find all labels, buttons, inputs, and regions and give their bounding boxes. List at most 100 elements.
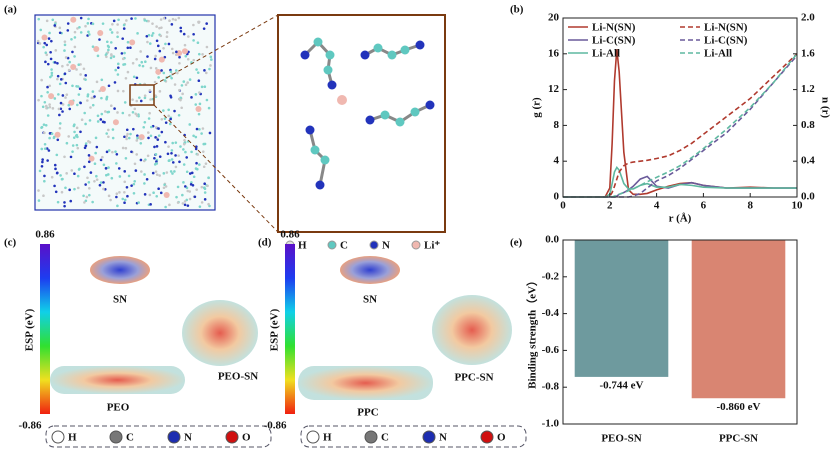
atom xyxy=(77,63,81,66)
atom xyxy=(87,154,91,157)
atom xyxy=(127,136,131,140)
atom xyxy=(149,134,153,138)
atom xyxy=(139,137,142,141)
atom xyxy=(50,39,53,43)
legend-swatch xyxy=(225,430,239,444)
atom xyxy=(118,191,121,194)
legend-label: N xyxy=(184,432,192,444)
atom xyxy=(160,26,163,29)
atom xyxy=(137,201,140,204)
atom xyxy=(136,136,139,140)
atom xyxy=(49,57,53,61)
atom xyxy=(170,149,174,152)
atom xyxy=(78,25,81,29)
atom xyxy=(171,17,175,21)
atom xyxy=(190,150,193,154)
atom xyxy=(127,174,131,178)
atom xyxy=(190,171,194,175)
atom xyxy=(121,111,125,115)
atom xyxy=(104,167,108,170)
atom xyxy=(37,98,40,102)
atom xyxy=(204,71,208,75)
atom xyxy=(128,113,131,117)
atom xyxy=(323,65,333,75)
atom xyxy=(129,132,132,136)
atom xyxy=(48,84,52,88)
atom xyxy=(64,81,68,85)
atom xyxy=(53,97,57,100)
atom xyxy=(207,202,210,206)
atom xyxy=(126,132,129,136)
atom xyxy=(171,161,175,164)
atom xyxy=(68,60,71,64)
atom xyxy=(110,176,114,180)
atom xyxy=(40,78,43,82)
atom xyxy=(176,201,180,204)
atom xyxy=(112,55,116,58)
atom xyxy=(148,89,152,92)
atom xyxy=(175,195,178,199)
atom xyxy=(133,162,137,166)
y2-tick-label: 0.4 xyxy=(801,155,815,167)
atom xyxy=(147,117,151,120)
atom xyxy=(70,37,73,41)
atom xyxy=(186,81,189,84)
legend-label: N xyxy=(382,240,390,252)
colorbar-label: ESP (eV) xyxy=(24,308,36,351)
atom xyxy=(86,99,89,102)
atom xyxy=(43,100,47,104)
atom xyxy=(143,193,147,196)
panel-label: (e) xyxy=(510,237,523,249)
atom xyxy=(76,85,80,88)
atom xyxy=(98,183,102,187)
atom xyxy=(186,57,190,61)
atom xyxy=(174,165,178,169)
atom xyxy=(135,114,139,117)
atom xyxy=(198,102,202,106)
atom xyxy=(135,153,139,156)
atom xyxy=(84,144,88,148)
atom xyxy=(94,151,97,155)
atom xyxy=(84,183,87,186)
atom xyxy=(170,47,174,51)
colorbar xyxy=(285,244,295,414)
atom xyxy=(181,48,188,55)
atom xyxy=(160,69,163,72)
panel-label: (b) xyxy=(510,4,524,16)
atom xyxy=(182,32,186,36)
atom xyxy=(170,23,174,26)
atom xyxy=(149,98,152,101)
atom xyxy=(91,45,95,48)
atom xyxy=(205,45,209,49)
atom xyxy=(192,32,195,36)
atom xyxy=(164,205,167,209)
atom xyxy=(109,104,113,108)
atom xyxy=(105,97,108,101)
y-tick-label: 0.0 xyxy=(545,234,559,246)
atom xyxy=(89,171,93,174)
atom xyxy=(183,200,187,203)
atom xyxy=(46,62,50,66)
legend-label: C xyxy=(126,432,134,444)
atom xyxy=(150,34,154,37)
atom xyxy=(73,45,77,49)
atom xyxy=(184,54,188,58)
molecule-surface xyxy=(90,256,150,284)
atom xyxy=(87,181,91,184)
atom xyxy=(54,190,58,194)
y-tick-label: 16 xyxy=(548,47,560,59)
atom xyxy=(195,161,198,165)
atom xyxy=(126,46,130,50)
atom xyxy=(200,185,204,189)
atom xyxy=(168,159,171,162)
atom xyxy=(365,115,375,125)
atom xyxy=(117,66,120,69)
atom xyxy=(204,162,208,165)
atom xyxy=(184,83,188,87)
atom xyxy=(167,42,171,46)
atom xyxy=(182,163,186,166)
atom xyxy=(96,54,100,58)
atom xyxy=(192,134,195,138)
atom xyxy=(116,204,119,208)
